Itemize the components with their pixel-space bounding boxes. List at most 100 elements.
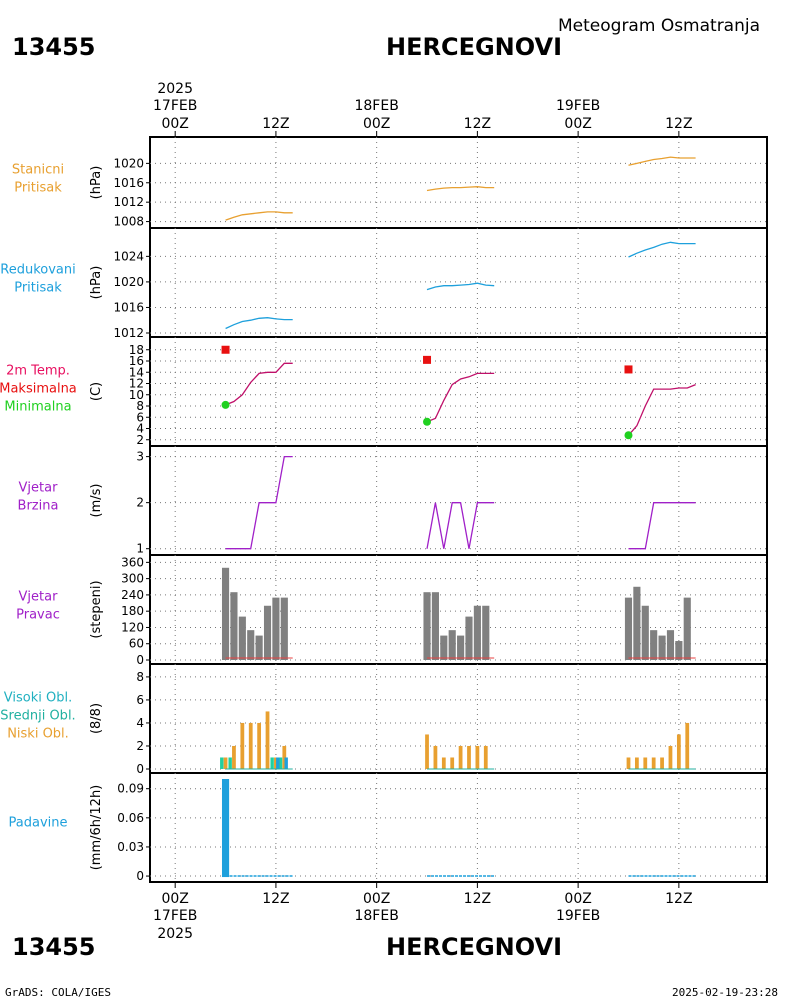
wind-dir-bar — [448, 630, 456, 660]
cloud-bar — [483, 745, 488, 769]
series-line — [225, 317, 293, 330]
cloud-bar — [660, 757, 664, 769]
y-tick-label: 2 — [136, 433, 144, 447]
panel-frame-p3 — [149, 336, 768, 447]
station-id-bottom: 13455 — [12, 933, 96, 961]
y-axis-unit: (m/s) — [89, 484, 104, 518]
series-line — [426, 282, 495, 291]
station-id-top: 13455 — [12, 33, 96, 61]
plot-layer — [220, 156, 696, 878]
cloud-bar — [450, 757, 455, 769]
series-line — [225, 362, 293, 406]
max-temp-marker — [221, 345, 230, 354]
max-temp-marker — [624, 365, 633, 374]
x-hour-label-bottom: 12Z — [464, 891, 491, 907]
cloud-bar — [475, 745, 480, 769]
y-tick-label: 16 — [129, 354, 144, 368]
y-tick-label: 0.09 — [117, 782, 144, 796]
panel-label: Visoki Obl. — [4, 691, 72, 706]
cloud-bar — [643, 757, 648, 769]
cloud-bar — [467, 745, 471, 769]
y-axis-unit: (mm/6h/12h) — [89, 785, 104, 871]
panel-label: Minimalna — [4, 400, 71, 415]
cloud-bar — [441, 757, 446, 769]
wind-dir-bar — [431, 592, 439, 660]
label-layer: Stanicni Pritisak (hPa) Redukovani Pritisak (… — [0, 81, 693, 942]
x-date-label-top: 19FEB — [556, 98, 600, 114]
wind-dir-bar — [683, 597, 691, 660]
cloud-bar — [676, 734, 681, 769]
axes-layer: 1008101210161020101210161020102424681012… — [113, 131, 768, 888]
y-tick-label: 1016 — [113, 300, 144, 314]
panel-label: Padavine — [9, 816, 68, 831]
y-tick-label: 1020 — [113, 275, 144, 289]
x-year-label-top: 2025 — [157, 81, 193, 97]
series-line — [628, 383, 696, 436]
timestamp-text: 2025-02-19-23:28 — [672, 986, 778, 999]
wind-dir-bar — [238, 616, 246, 660]
x-date-label-top: 18FEB — [354, 98, 398, 114]
cloud-bar — [626, 757, 631, 769]
x-year-label-bottom: 2025 — [157, 926, 193, 942]
wind-dir-bar — [457, 635, 465, 660]
wind-dir-bar — [221, 567, 230, 660]
series-line — [628, 502, 696, 550]
cloud-bar — [634, 757, 639, 769]
y-axis-unit: (8/8) — [89, 703, 104, 734]
wind-dir-bar — [650, 630, 658, 660]
panel-label: Maksimalna — [0, 382, 77, 397]
max-temp-marker — [423, 355, 432, 364]
x-hour-label-top: 12Z — [665, 116, 692, 132]
x-date-label-bottom: 18FEB — [354, 908, 398, 924]
cloud-bar — [232, 745, 236, 769]
y-tick-label: 0 — [136, 762, 144, 776]
credit-text: GrADS: COLA/IGES — [5, 986, 111, 999]
panel-label: 2m Temp. — [6, 364, 70, 379]
x-hour-label-bottom: 00Z — [564, 891, 591, 907]
cloud-bar — [458, 745, 463, 769]
panel-label: Redukovani — [0, 263, 75, 278]
cloud-bar — [248, 722, 253, 769]
y-tick-label: 2 — [136, 496, 144, 510]
min-temp-marker — [423, 417, 432, 426]
wind-dir-bar — [675, 641, 683, 660]
x-hour-label-bottom: 00Z — [161, 891, 188, 907]
wind-dir-bar — [230, 592, 238, 660]
wind-dir-bar — [624, 597, 633, 660]
y-tick-label: 4 — [136, 422, 144, 436]
y-axis-unit: (stepeni) — [89, 580, 104, 638]
panel-label: Pritisak — [14, 181, 62, 196]
panel-label: Pravac — [16, 608, 60, 623]
y-tick-label: 0 — [136, 869, 144, 883]
y-tick-label: 120 — [121, 620, 144, 634]
min-temp-marker — [221, 400, 230, 409]
cloud-bar — [284, 757, 288, 769]
cloud-bar — [257, 722, 262, 769]
x-hour-label-top: 00Z — [161, 116, 188, 132]
cloud-bar — [228, 757, 232, 769]
cloud-bar — [265, 711, 270, 769]
panel-frame-p4 — [149, 445, 768, 556]
panel-label: Brzina — [18, 499, 59, 514]
y-tick-label: 1008 — [113, 215, 144, 229]
series-line — [628, 156, 696, 166]
y-axis-unit: (C) — [89, 382, 104, 401]
y-tick-label: 1020 — [113, 156, 144, 170]
wind-dir-bar — [465, 616, 473, 660]
y-tick-label: 1012 — [113, 326, 144, 340]
x-date-label-bottom: 19FEB — [556, 908, 600, 924]
panel-label: Niski Obl. — [7, 727, 69, 742]
y-tick-label: 180 — [121, 604, 144, 618]
wind-dir-bar — [255, 635, 263, 660]
y-tick-label: 6 — [136, 410, 144, 424]
wind-dir-bar — [263, 605, 272, 660]
series-line — [426, 372, 495, 423]
y-tick-label: 6 — [136, 693, 144, 707]
wind-dir-bar — [272, 597, 280, 660]
y-tick-label: 0 — [136, 653, 144, 667]
panel-label: Vjetar — [19, 481, 59, 496]
x-hour-label-top: 00Z — [363, 116, 390, 132]
cloud-bar — [223, 757, 228, 769]
x-hour-label-top: 12Z — [262, 116, 289, 132]
